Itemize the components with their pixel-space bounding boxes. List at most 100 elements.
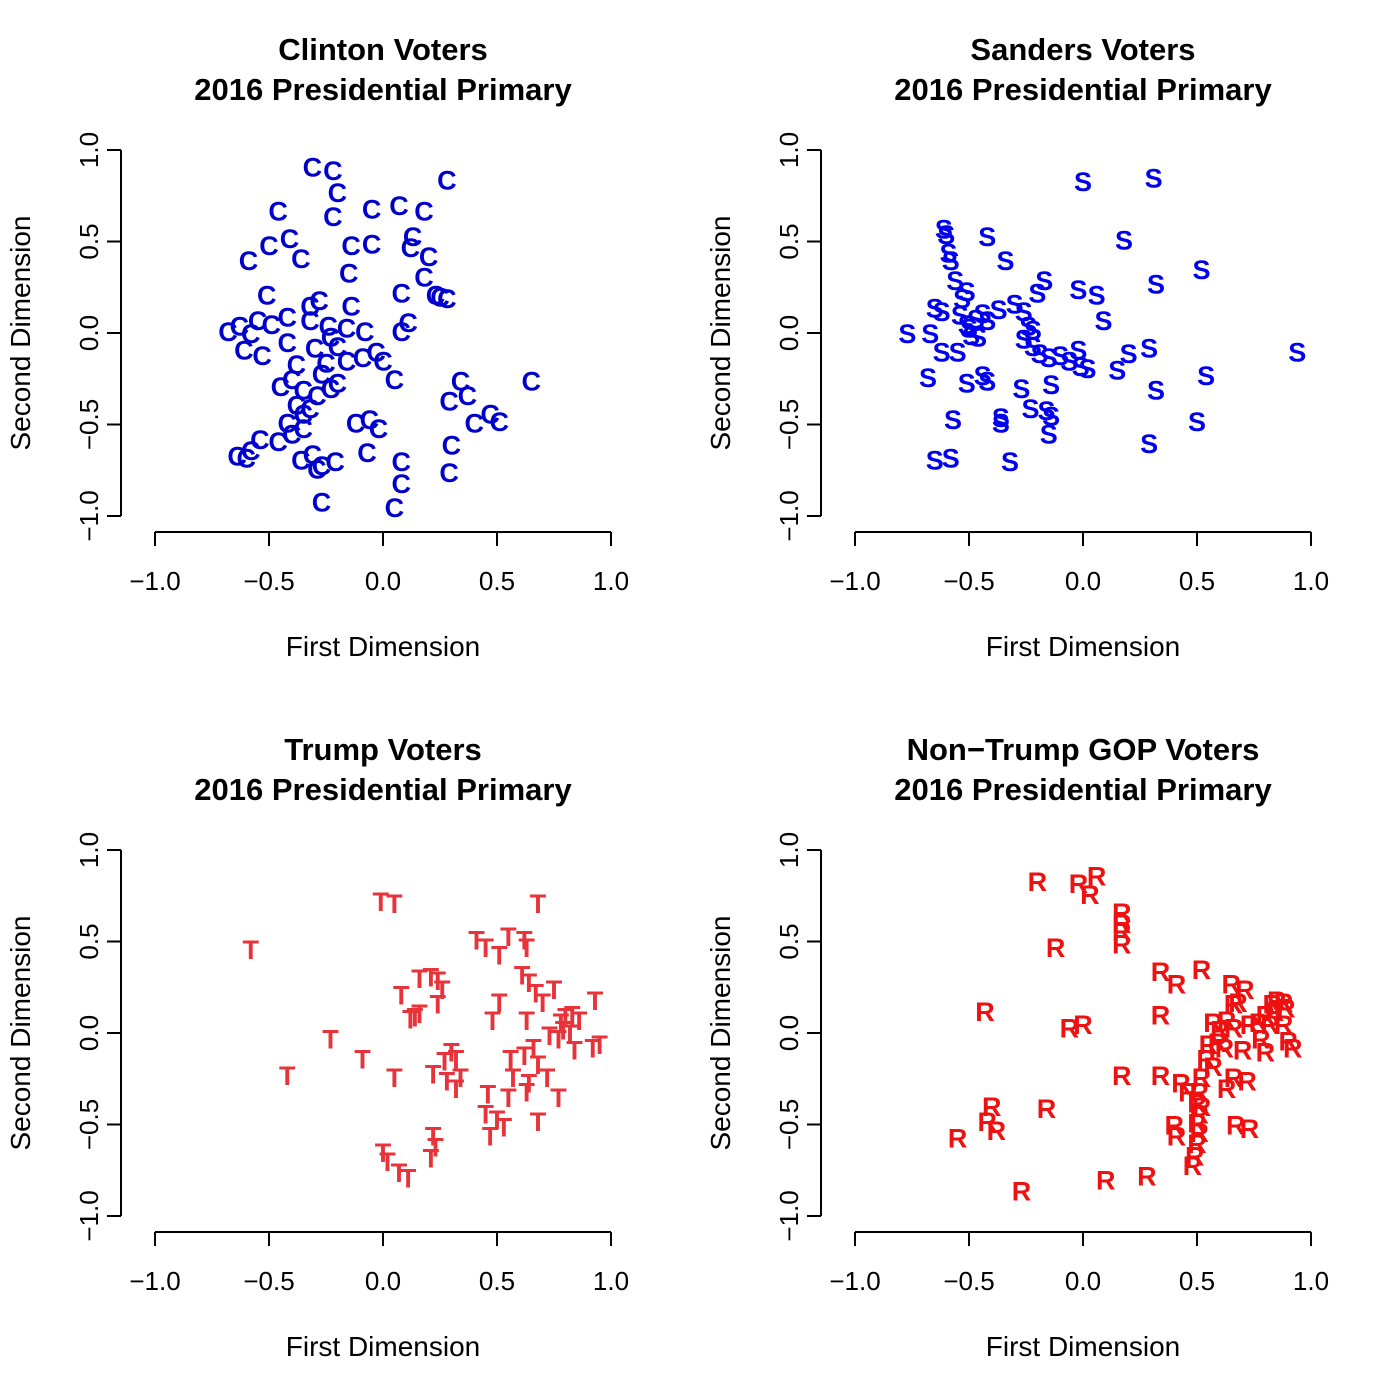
data-point: T (429, 990, 446, 1020)
y-tick-label: 1.0 (774, 132, 804, 168)
data-point: S (1040, 420, 1058, 450)
data-point: C (328, 332, 348, 362)
data-point: S (1072, 352, 1090, 382)
data-point: T (425, 1059, 442, 1089)
data-point: C (307, 454, 327, 484)
data-point: R (1112, 898, 1132, 928)
data-point: C (360, 405, 380, 435)
data-point: C (321, 374, 341, 404)
data-point: R (1215, 1034, 1235, 1064)
y-tick-label: 1.0 (74, 132, 104, 168)
data-point: C (385, 365, 405, 395)
data-point: C (303, 440, 323, 470)
data-point: T (484, 1006, 501, 1036)
data-point: T (372, 887, 389, 917)
data-point: C (362, 229, 382, 259)
data-point: S (1015, 297, 1033, 327)
data-point: R (1192, 1063, 1212, 1093)
data-point: R (1274, 988, 1294, 1018)
data-point: T (480, 1079, 497, 1109)
data-point: T (379, 1147, 396, 1177)
y-axis-label: Second Dimension (5, 915, 36, 1150)
data-point: C (323, 202, 343, 232)
data-point: S (1079, 354, 1097, 384)
data-point: C (323, 156, 343, 186)
data-point: S (942, 443, 960, 473)
data-point: T (571, 1006, 588, 1036)
data-point: T (391, 1158, 408, 1188)
data-point: C (391, 317, 411, 347)
data-point: S (1145, 163, 1163, 193)
data-point: T (566, 1035, 583, 1065)
chart-title-line-0: Clinton Voters (278, 32, 488, 67)
data-point: T (550, 1024, 567, 1054)
data-point: R (1267, 986, 1287, 1016)
x-tick-label: 0.5 (1179, 566, 1215, 596)
data-point: S (933, 297, 951, 327)
data-point: T (482, 1121, 499, 1151)
data-point: C (268, 427, 288, 457)
data-point: T (516, 1041, 533, 1071)
data-point: T (386, 1063, 403, 1093)
chart-title-line-0: Trump Voters (284, 732, 482, 767)
data-point: R (1080, 880, 1100, 910)
data-point: T (477, 933, 494, 963)
y-axis-label: Second Dimension (705, 915, 736, 1150)
data-point: C (357, 438, 377, 468)
data-point: C (280, 224, 300, 254)
data-point: T (505, 1063, 522, 1093)
data-point: S (935, 215, 953, 245)
data-point: T (585, 1034, 602, 1064)
data-point: R (1028, 867, 1048, 897)
data-point: S (1042, 370, 1060, 400)
data-point: T (521, 968, 538, 998)
data-point: T (550, 1083, 567, 1113)
data-point: R (1217, 1006, 1237, 1036)
data-point: S (1069, 275, 1087, 305)
data-point: C (259, 231, 279, 261)
data-point: T (448, 1074, 465, 1104)
data-point: S (1088, 281, 1106, 311)
data-point: R (1037, 1094, 1057, 1124)
y-tick-label: −0.5 (74, 1099, 104, 1150)
data-point: S (1115, 226, 1133, 256)
data-point: T (555, 1015, 572, 1045)
data-point: C (480, 400, 500, 430)
data-point: S (946, 266, 964, 296)
data-point: R (1235, 975, 1255, 1005)
data-point: R (1203, 1052, 1223, 1082)
data-point: C (250, 425, 270, 455)
y-tick-label: −0.5 (774, 399, 804, 450)
data-point: S (1095, 306, 1113, 336)
data-point: C (277, 409, 297, 439)
data-point: R (1203, 1008, 1223, 1038)
chart-title-line-1: 2016 Presidential Primary (894, 772, 1272, 807)
data-point: R (1283, 1034, 1303, 1064)
y-axis-label: Second Dimension (705, 215, 736, 450)
data-point: R (977, 1107, 997, 1137)
data-point: S (1015, 324, 1033, 354)
chart-title-line-0: Sanders Voters (970, 32, 1195, 67)
data-point: R (1167, 970, 1187, 1000)
data-point: C (316, 348, 336, 378)
data-point: T (528, 979, 545, 1009)
data-point: R (1199, 1030, 1219, 1060)
data-point: R (1185, 1142, 1205, 1172)
data-point: T (411, 999, 428, 1029)
x-tick-label: 0.0 (1065, 1266, 1101, 1296)
data-point: S (1120, 339, 1138, 369)
data-point: S (1028, 279, 1046, 309)
data-point: T (448, 1045, 465, 1075)
data-point: C (268, 196, 288, 226)
data-point: S (1042, 401, 1060, 431)
x-tick-label: 1.0 (1293, 566, 1329, 596)
data-point: S (1074, 167, 1092, 197)
data-point: T (500, 922, 517, 952)
data-point: T (279, 1061, 296, 1091)
data-point: R (1137, 1162, 1157, 1192)
data-point: C (282, 365, 302, 395)
data-point: C (337, 346, 357, 376)
data-point: T (423, 1143, 440, 1173)
data-point: R (1096, 1165, 1116, 1195)
data-point: R (1256, 1037, 1276, 1067)
